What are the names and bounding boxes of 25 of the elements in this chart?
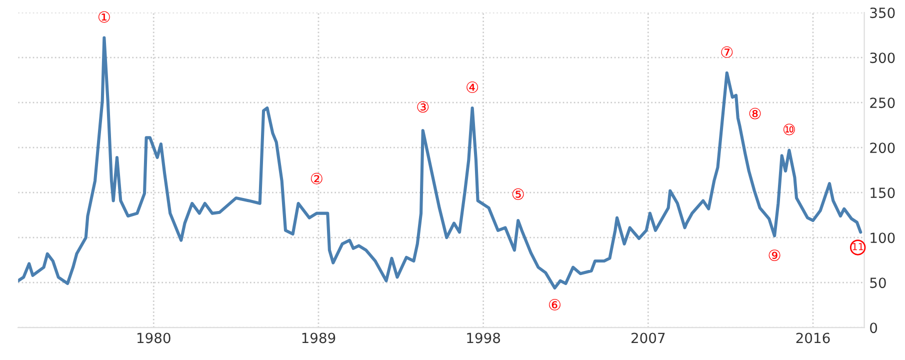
annotation: ②: [310, 172, 322, 184]
y-tick-label: 200: [870, 142, 895, 154]
x-tick-label: 1989: [302, 332, 336, 344]
x-tick-label: 2016: [796, 332, 830, 344]
annotation: ⑧: [749, 108, 761, 120]
x-tick-label: 2007: [631, 332, 665, 344]
y-tick-label: 250: [870, 98, 895, 108]
y-tick-label: 100: [870, 232, 895, 244]
annotation: ①: [98, 11, 110, 23]
y-tick-label: 300: [870, 52, 895, 64]
annotation: ⑤: [512, 188, 524, 200]
annotation: ⑥: [549, 298, 560, 310]
y-tick-label: 50: [870, 278, 886, 288]
x-tick-label: 1998: [467, 332, 500, 344]
annotation: ⑦: [721, 46, 733, 58]
y-tick-label: 0: [870, 322, 878, 334]
x-tick-label: 1980: [137, 332, 170, 344]
line-series: [18, 36, 862, 290]
annotation: ⑨: [768, 250, 780, 261]
annotation: ④: [466, 81, 478, 93]
annotation: 11: [852, 243, 864, 250]
y-tick-label: 150: [870, 188, 895, 198]
annotation: ③: [417, 101, 429, 113]
annotation: ⑩: [783, 124, 795, 136]
y-tick-label: 350: [870, 8, 895, 18]
